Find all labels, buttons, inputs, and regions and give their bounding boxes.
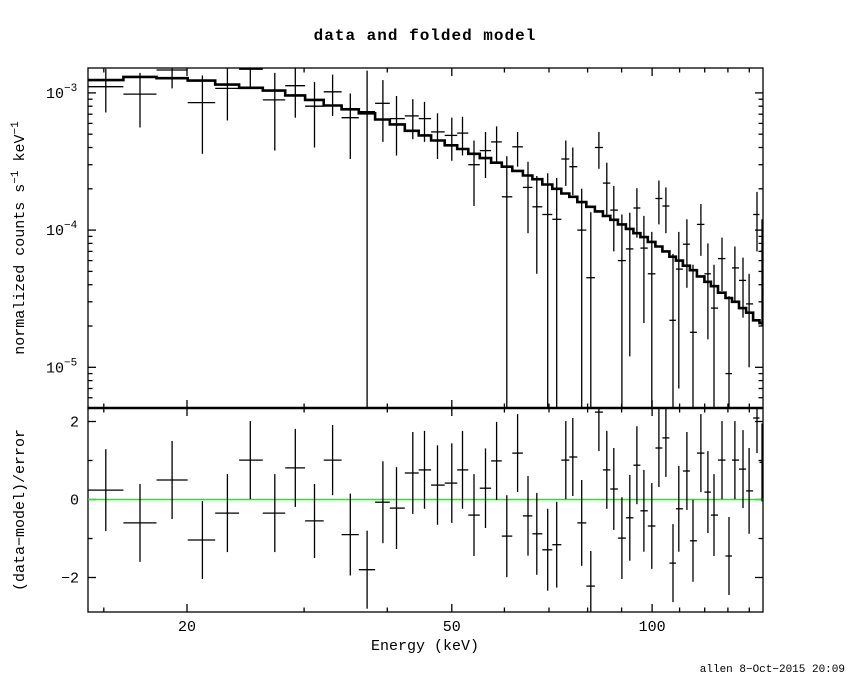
y-tick-label: 10−4 xyxy=(46,220,78,240)
y-tick-label: 10−3 xyxy=(46,83,77,103)
data-crosses xyxy=(88,68,763,408)
x-tick-label: 50 xyxy=(443,619,461,636)
y-tick-label: 0 xyxy=(70,493,79,510)
residual-crosses xyxy=(88,408,763,612)
x-tick-label: 100 xyxy=(639,619,666,636)
y-tick-label: 10−5 xyxy=(46,357,77,377)
y-tick-label: −2 xyxy=(61,571,79,588)
y-tick-label: 2 xyxy=(70,415,79,432)
chart-title: data and folded model xyxy=(314,27,537,45)
signature-text: allen 8−Oct−2015 20:09 xyxy=(700,664,845,676)
bottom-panel-frame xyxy=(87,407,764,613)
top-y-axis-title: normalized counts s−1 keV−1 xyxy=(10,121,29,355)
x-axis-title: Energy (keV) xyxy=(371,638,479,655)
x-tick-label: 20 xyxy=(178,619,196,636)
bottom-y-axis-title: (data−model)/error xyxy=(12,429,29,591)
